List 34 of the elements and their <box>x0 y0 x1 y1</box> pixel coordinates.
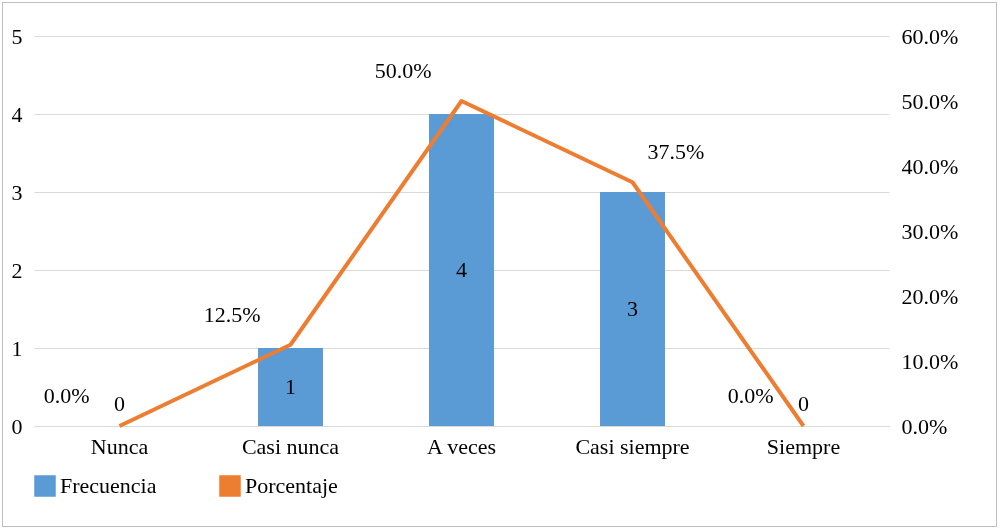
data-label: 0 <box>798 391 809 416</box>
data-label: 0.0% <box>43 383 90 408</box>
x-tick-label: Siempre <box>766 433 841 459</box>
legend-label: Porcentaje <box>245 473 338 498</box>
y2-tick-label: 30.0% <box>901 218 959 244</box>
y-tick-label: 2 <box>11 257 23 283</box>
data-label: 1 <box>285 374 296 399</box>
data-label: 3 <box>627 296 638 321</box>
data-label: 12.5% <box>203 301 261 327</box>
data-label: 50.0% <box>374 58 432 83</box>
legend-label: Frecuencia <box>60 473 157 498</box>
y2-tick-label: 50.0% <box>901 88 959 114</box>
y2-tick-label: 0.0% <box>901 413 948 439</box>
y2-tick-label: 40.0% <box>901 153 959 179</box>
data-label: 4 <box>456 257 467 282</box>
x-tick-label: Casi siempre <box>575 433 690 459</box>
y-tick-label: 5 <box>11 23 23 49</box>
y-tick-label: 0 <box>11 413 23 439</box>
y-tick-label: 1 <box>11 335 23 361</box>
bar <box>600 192 665 426</box>
y-tick-label: 3 <box>11 179 23 205</box>
line-series <box>117 99 806 428</box>
bar <box>258 348 323 426</box>
data-label: 0.0% <box>727 383 774 408</box>
y-tick-label: 4 <box>11 101 23 127</box>
data-label: 0 <box>114 391 125 416</box>
bar <box>429 114 494 426</box>
x-tick-label: Casi nunca <box>241 433 340 459</box>
y2-tick-label: 20.0% <box>901 283 959 309</box>
x-tick-label: A veces <box>426 433 497 459</box>
y2-tick-label: 60.0% <box>901 23 959 49</box>
data-label: 37.5% <box>647 139 705 165</box>
y2-tick-label: 10.0% <box>901 348 959 374</box>
x-tick-label: Nunca <box>90 433 149 459</box>
